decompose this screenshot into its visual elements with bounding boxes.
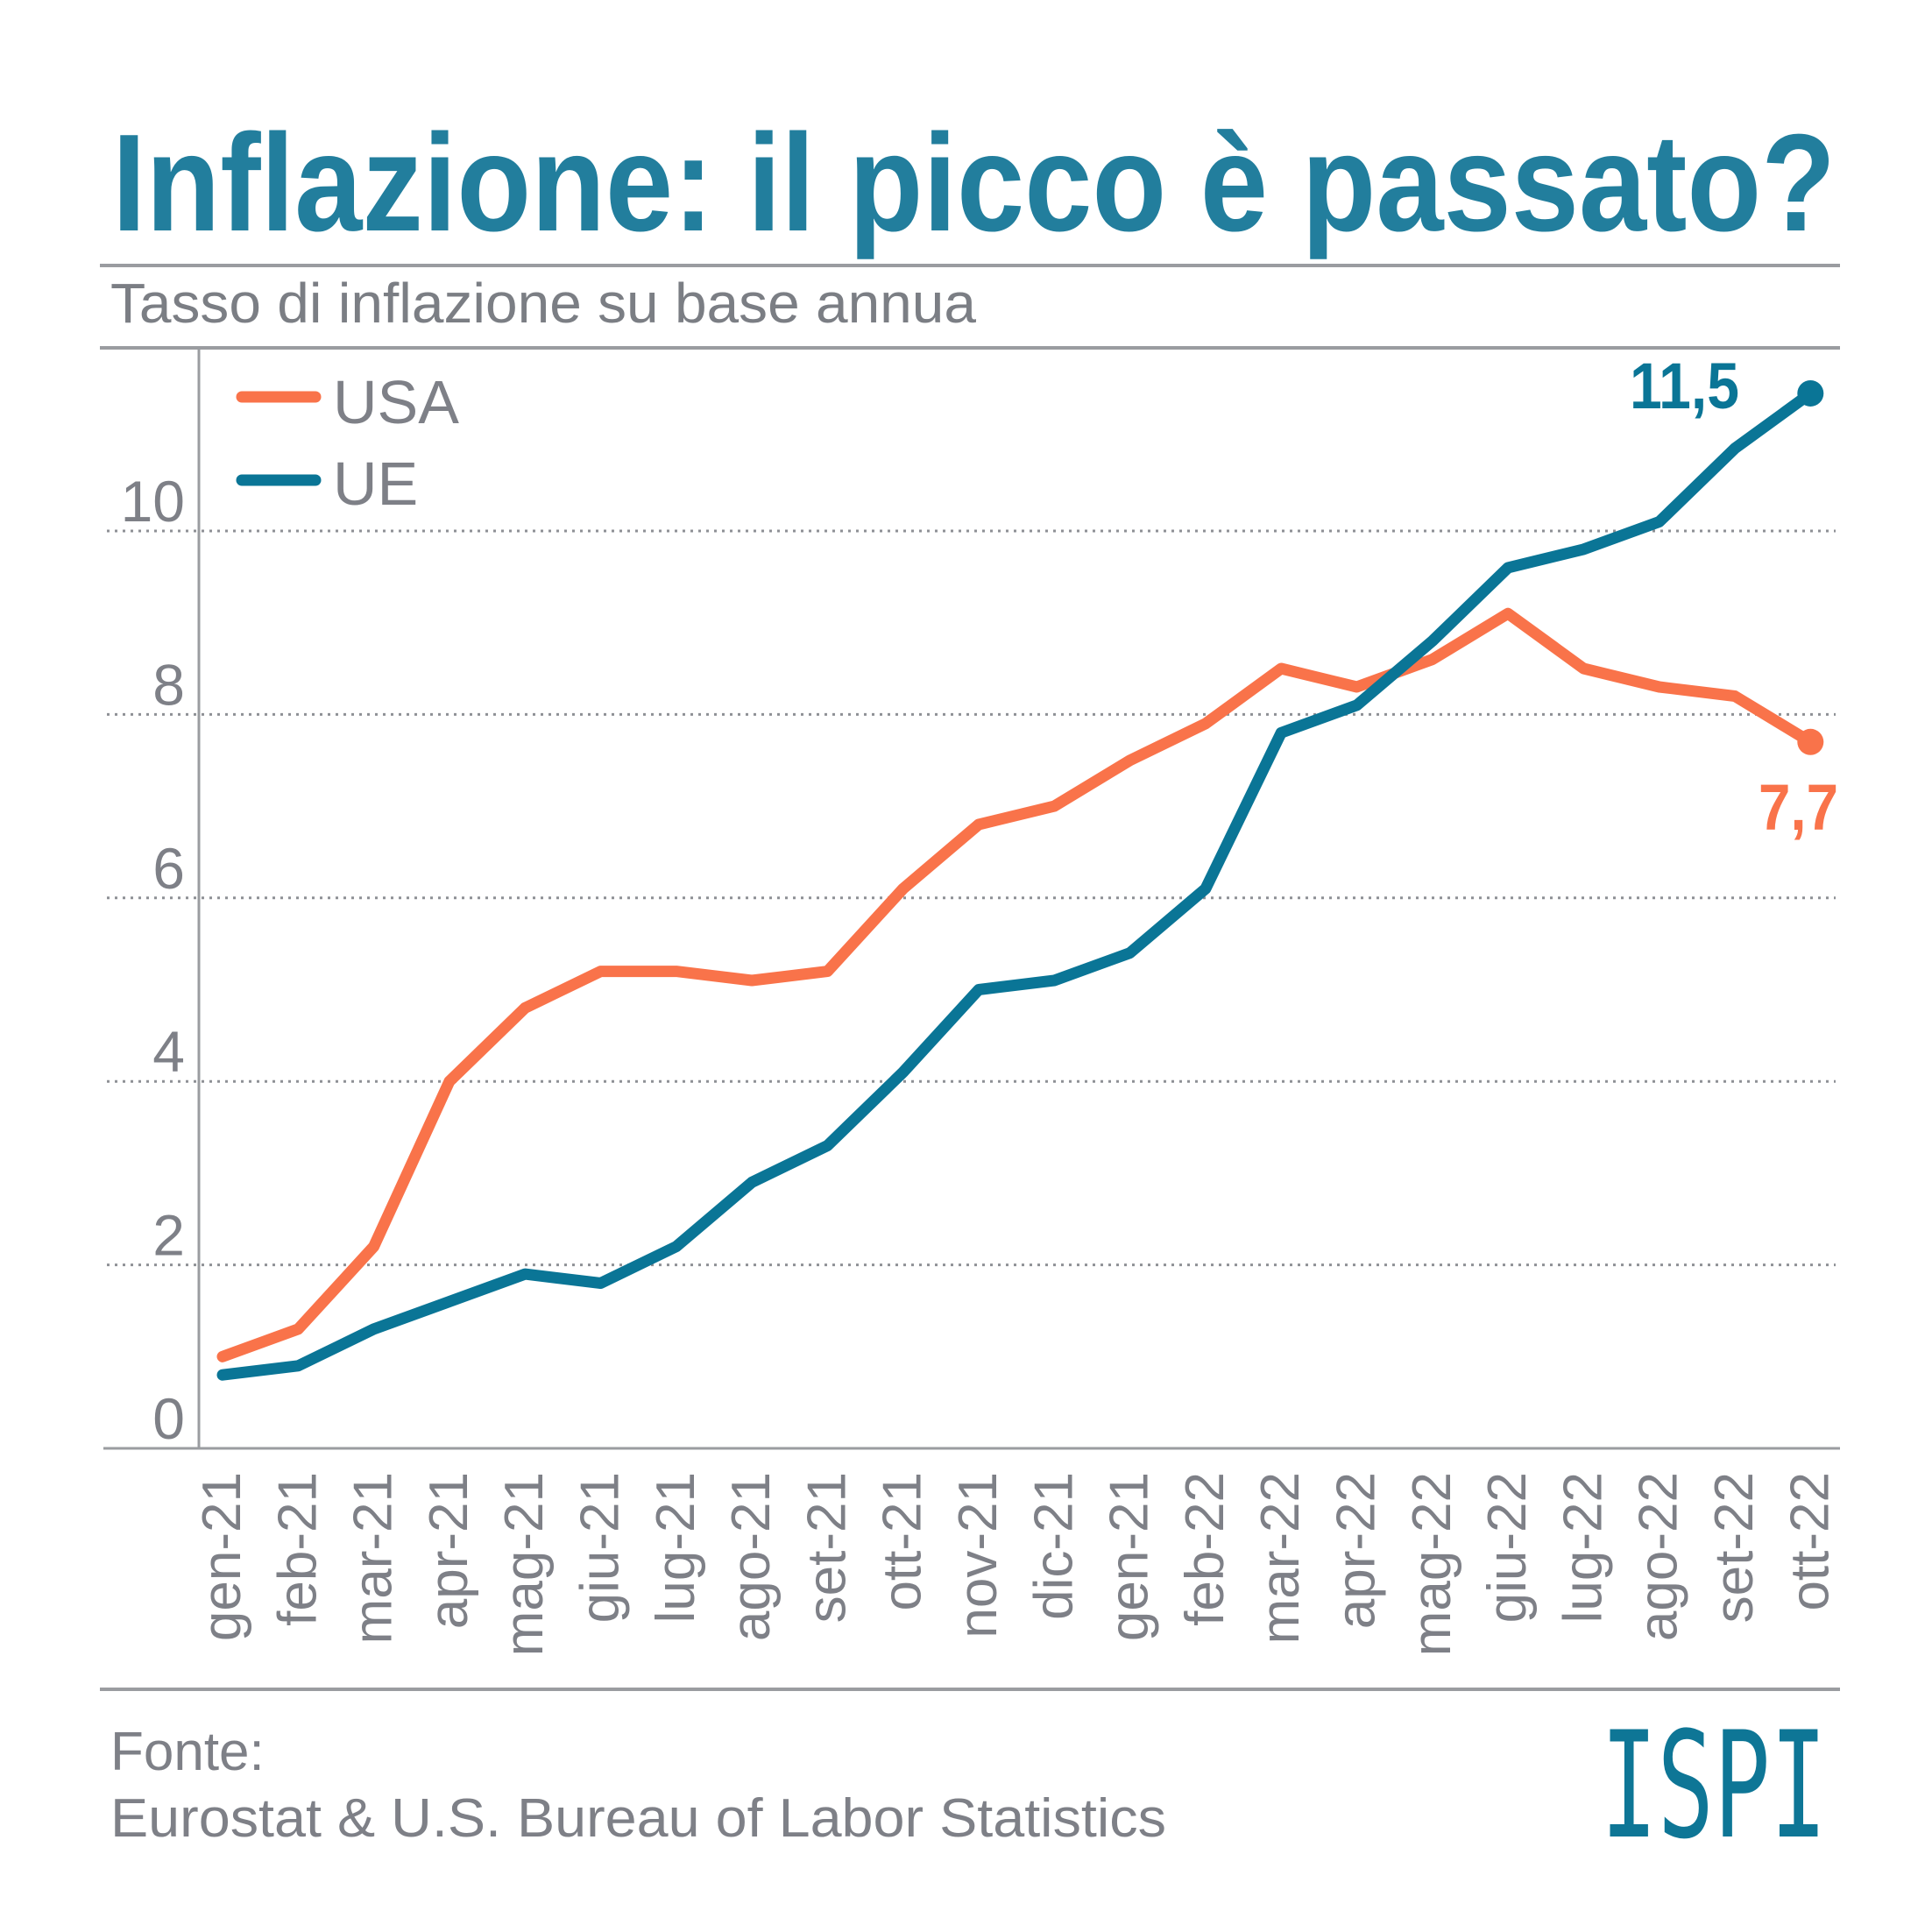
logo-text: ISPI — [1601, 1700, 1827, 1872]
series-usa — [216, 607, 1824, 1362]
y-tick-label: 2 — [152, 1203, 185, 1268]
x-tick-label: ago-22 — [1629, 1472, 1689, 1641]
y-tick-label: 8 — [152, 652, 185, 717]
x-tick-label: mag-22 — [1402, 1472, 1462, 1656]
x-tick-label: set-21 — [796, 1472, 857, 1623]
y-tick-label: 10 — [121, 469, 185, 534]
page-title: Inflazione: il picco è passato? — [112, 106, 1836, 260]
x-tick-label: dic-21 — [1023, 1472, 1084, 1620]
end-marker-ue — [1797, 379, 1824, 407]
x-tick-label: lug-21 — [646, 1472, 706, 1623]
data-label-usa-last: 7,7 — [1759, 771, 1838, 844]
x-tick-label: feb-21 — [267, 1472, 328, 1626]
chart-subtitle: Tasso di inflazione su base annua — [110, 272, 976, 335]
x-tick-label: lug-22 — [1553, 1472, 1613, 1623]
legend-item-ue: UE — [236, 449, 418, 518]
x-tick-label: mar-21 — [343, 1472, 404, 1644]
end-marker-usa — [1797, 728, 1824, 755]
y-tick-label: 4 — [152, 1019, 185, 1084]
x-tick-label: giu-21 — [570, 1472, 631, 1623]
x-tick-label: set-22 — [1704, 1472, 1765, 1623]
ispi-logo: ISPI — [1601, 1700, 1827, 1872]
legend-label-ue: UE — [333, 449, 418, 518]
x-tick-label: gen-21 — [192, 1472, 252, 1641]
x-tick-label: feb-22 — [1175, 1472, 1235, 1626]
series-ue — [216, 379, 1824, 1381]
series-line-ue — [216, 387, 1816, 1381]
y-tick-label: 0 — [152, 1386, 185, 1451]
series-line-usa — [216, 607, 1816, 1362]
series-group — [216, 379, 1824, 1381]
x-tick-label: nov-21 — [948, 1472, 1008, 1638]
y-axis-tick-labels: 0 2 4 6 8 10 — [121, 469, 185, 1451]
x-tick-label: mag-21 — [494, 1472, 555, 1656]
x-tick-label: giu-22 — [1477, 1472, 1538, 1623]
x-tick-label: ott-22 — [1780, 1472, 1840, 1611]
x-axis-tick-labels: gen-21 feb-21 mar-21 apr-21 mag-21 giu-21 lug-… — [192, 1472, 1840, 1656]
source-label: Fonte: — [110, 1722, 265, 1782]
x-tick-label: apr-21 — [419, 1472, 479, 1629]
x-tick-label: mar-22 — [1250, 1472, 1311, 1644]
x-tick-label: gen-21 — [1100, 1472, 1160, 1641]
legend-label-usa: USA — [333, 368, 459, 436]
legend-item-usa: USA — [236, 368, 459, 436]
legend: USA UE — [236, 368, 459, 518]
data-label-ue-last: 11,5 — [1630, 350, 1739, 422]
x-tick-label: apr-22 — [1327, 1472, 1387, 1629]
x-tick-label: ott-21 — [873, 1472, 933, 1611]
source-text: Eurostat & U.S. Bureau of Labor Statisti… — [110, 1788, 1166, 1849]
x-tick-label: ago-21 — [721, 1472, 782, 1641]
y-tick-label: 6 — [152, 836, 185, 901]
